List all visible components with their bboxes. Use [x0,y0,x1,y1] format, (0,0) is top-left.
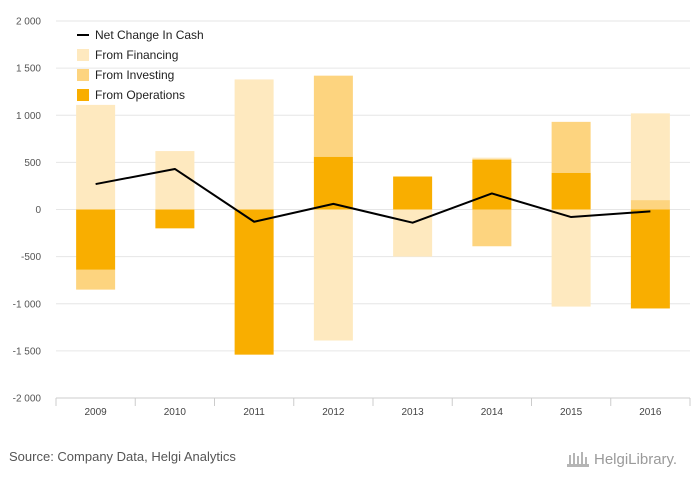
source-note: Source: Company Data, Helgi Analytics [9,449,236,464]
legend-label: From Financing [95,48,178,62]
y-tick-label: 1 500 [16,64,41,75]
bar-from-investing[interactable] [313,75,353,157]
bar-from-investing[interactable] [472,209,512,247]
bar-from-investing[interactable] [551,121,591,173]
y-axis: 2 000 1 500 1 000 500 0 -500 -1 000 -1 500 -2 00… [13,17,42,405]
legend-item[interactable]: From Investing [77,68,174,82]
brand-logo[interactable]: HelgiLibrary. [566,448,677,470]
x-tick-label: 2016 [639,407,662,418]
legend-label: Net Change In Cash [95,28,204,42]
x-axis: 2009 2010 2011 2012 2013 2014 2015 2016 [55,398,691,418]
bar-from-financing[interactable] [551,209,591,307]
y-tick-label: -1 500 [13,346,42,357]
bar-from-financing[interactable] [393,209,433,257]
legend-item[interactable]: From Operations [77,88,185,102]
net-change-line-layer [95,167,651,224]
bar-from-financing[interactable] [76,104,116,210]
y-tick-label: 2 000 [16,17,41,28]
bar-from-financing[interactable] [234,79,274,210]
bar-from-investing[interactable] [76,269,116,290]
bar-from-operations[interactable] [234,209,274,355]
x-tick-label: 2015 [560,407,583,418]
library-logo-icon [567,452,589,467]
bars-layer [76,75,670,355]
legend[interactable]: Net Change In Cash From Financing From Inv… [77,28,204,102]
x-tick-label: 2012 [322,407,345,418]
bar-from-investing[interactable] [630,200,670,210]
legend-item[interactable]: Net Change In Cash [77,28,204,42]
y-tick-label: -500 [21,252,41,263]
bar-from-operations[interactable] [630,209,670,309]
legend-label: From Operations [95,88,185,102]
bar-from-financing[interactable] [155,151,195,210]
bar-from-financing[interactable] [630,113,670,201]
legend-label: From Investing [95,68,174,82]
bar-from-operations[interactable] [76,209,116,270]
y-tick-label: 500 [24,158,41,169]
cash-flow-chart: 2 000 1 500 1 000 500 0 -500 -1 000 -1 500 -2 00… [13,17,691,418]
brand-name: HelgiLibrary. [594,450,678,468]
y-tick-label: -2 000 [13,394,42,405]
legend-swatch [77,69,89,81]
y-tick-label: 0 [35,205,41,216]
line-net-change-in-cash[interactable] [95,167,651,224]
bar-from-operations[interactable] [551,172,591,210]
bar-from-operations[interactable] [472,159,512,210]
bar-from-operations[interactable] [155,209,195,229]
y-tick-label: 1 000 [16,111,41,122]
bar-from-financing[interactable] [472,157,512,160]
x-tick-label: 2013 [402,407,425,418]
legend-swatch [77,49,89,61]
bar-from-financing[interactable] [313,209,353,341]
x-tick-label: 2011 [243,407,265,418]
y-tick-label: -1 000 [13,299,42,310]
x-tick-label: 2014 [481,407,504,418]
legend-item[interactable]: From Financing [77,48,178,62]
bar-from-operations[interactable] [313,156,353,210]
x-tick-label: 2009 [85,407,108,418]
bar-from-operations[interactable] [393,176,433,210]
legend-swatch [77,89,89,101]
x-tick-label: 2010 [164,407,187,418]
